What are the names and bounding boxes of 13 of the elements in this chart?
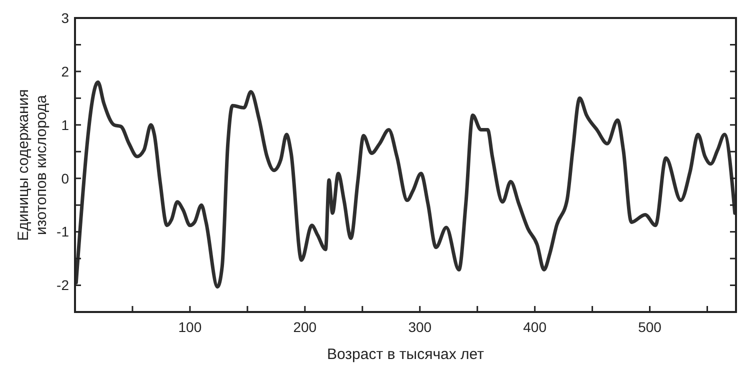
x-tick-label: 100 [178,319,202,335]
x-tick-label: 400 [523,319,547,335]
y-axis-title: Единицы содержания изотопов кислорода [15,89,50,241]
x-tick-label: 300 [408,319,432,335]
y-tick-label: 1 [61,116,70,133]
y-tick-label: 0 [61,170,70,186]
y-tick-label: -2 [56,277,70,294]
y-tick-label: 3 [61,10,70,26]
x-axis-title: Возраст в тысячах лет [327,346,484,363]
x-tick-label: 200 [293,319,317,335]
y-tick-label: 2 [61,63,70,80]
x-tick-label: 500 [638,319,662,335]
y-tick-label: -1 [56,224,70,240]
